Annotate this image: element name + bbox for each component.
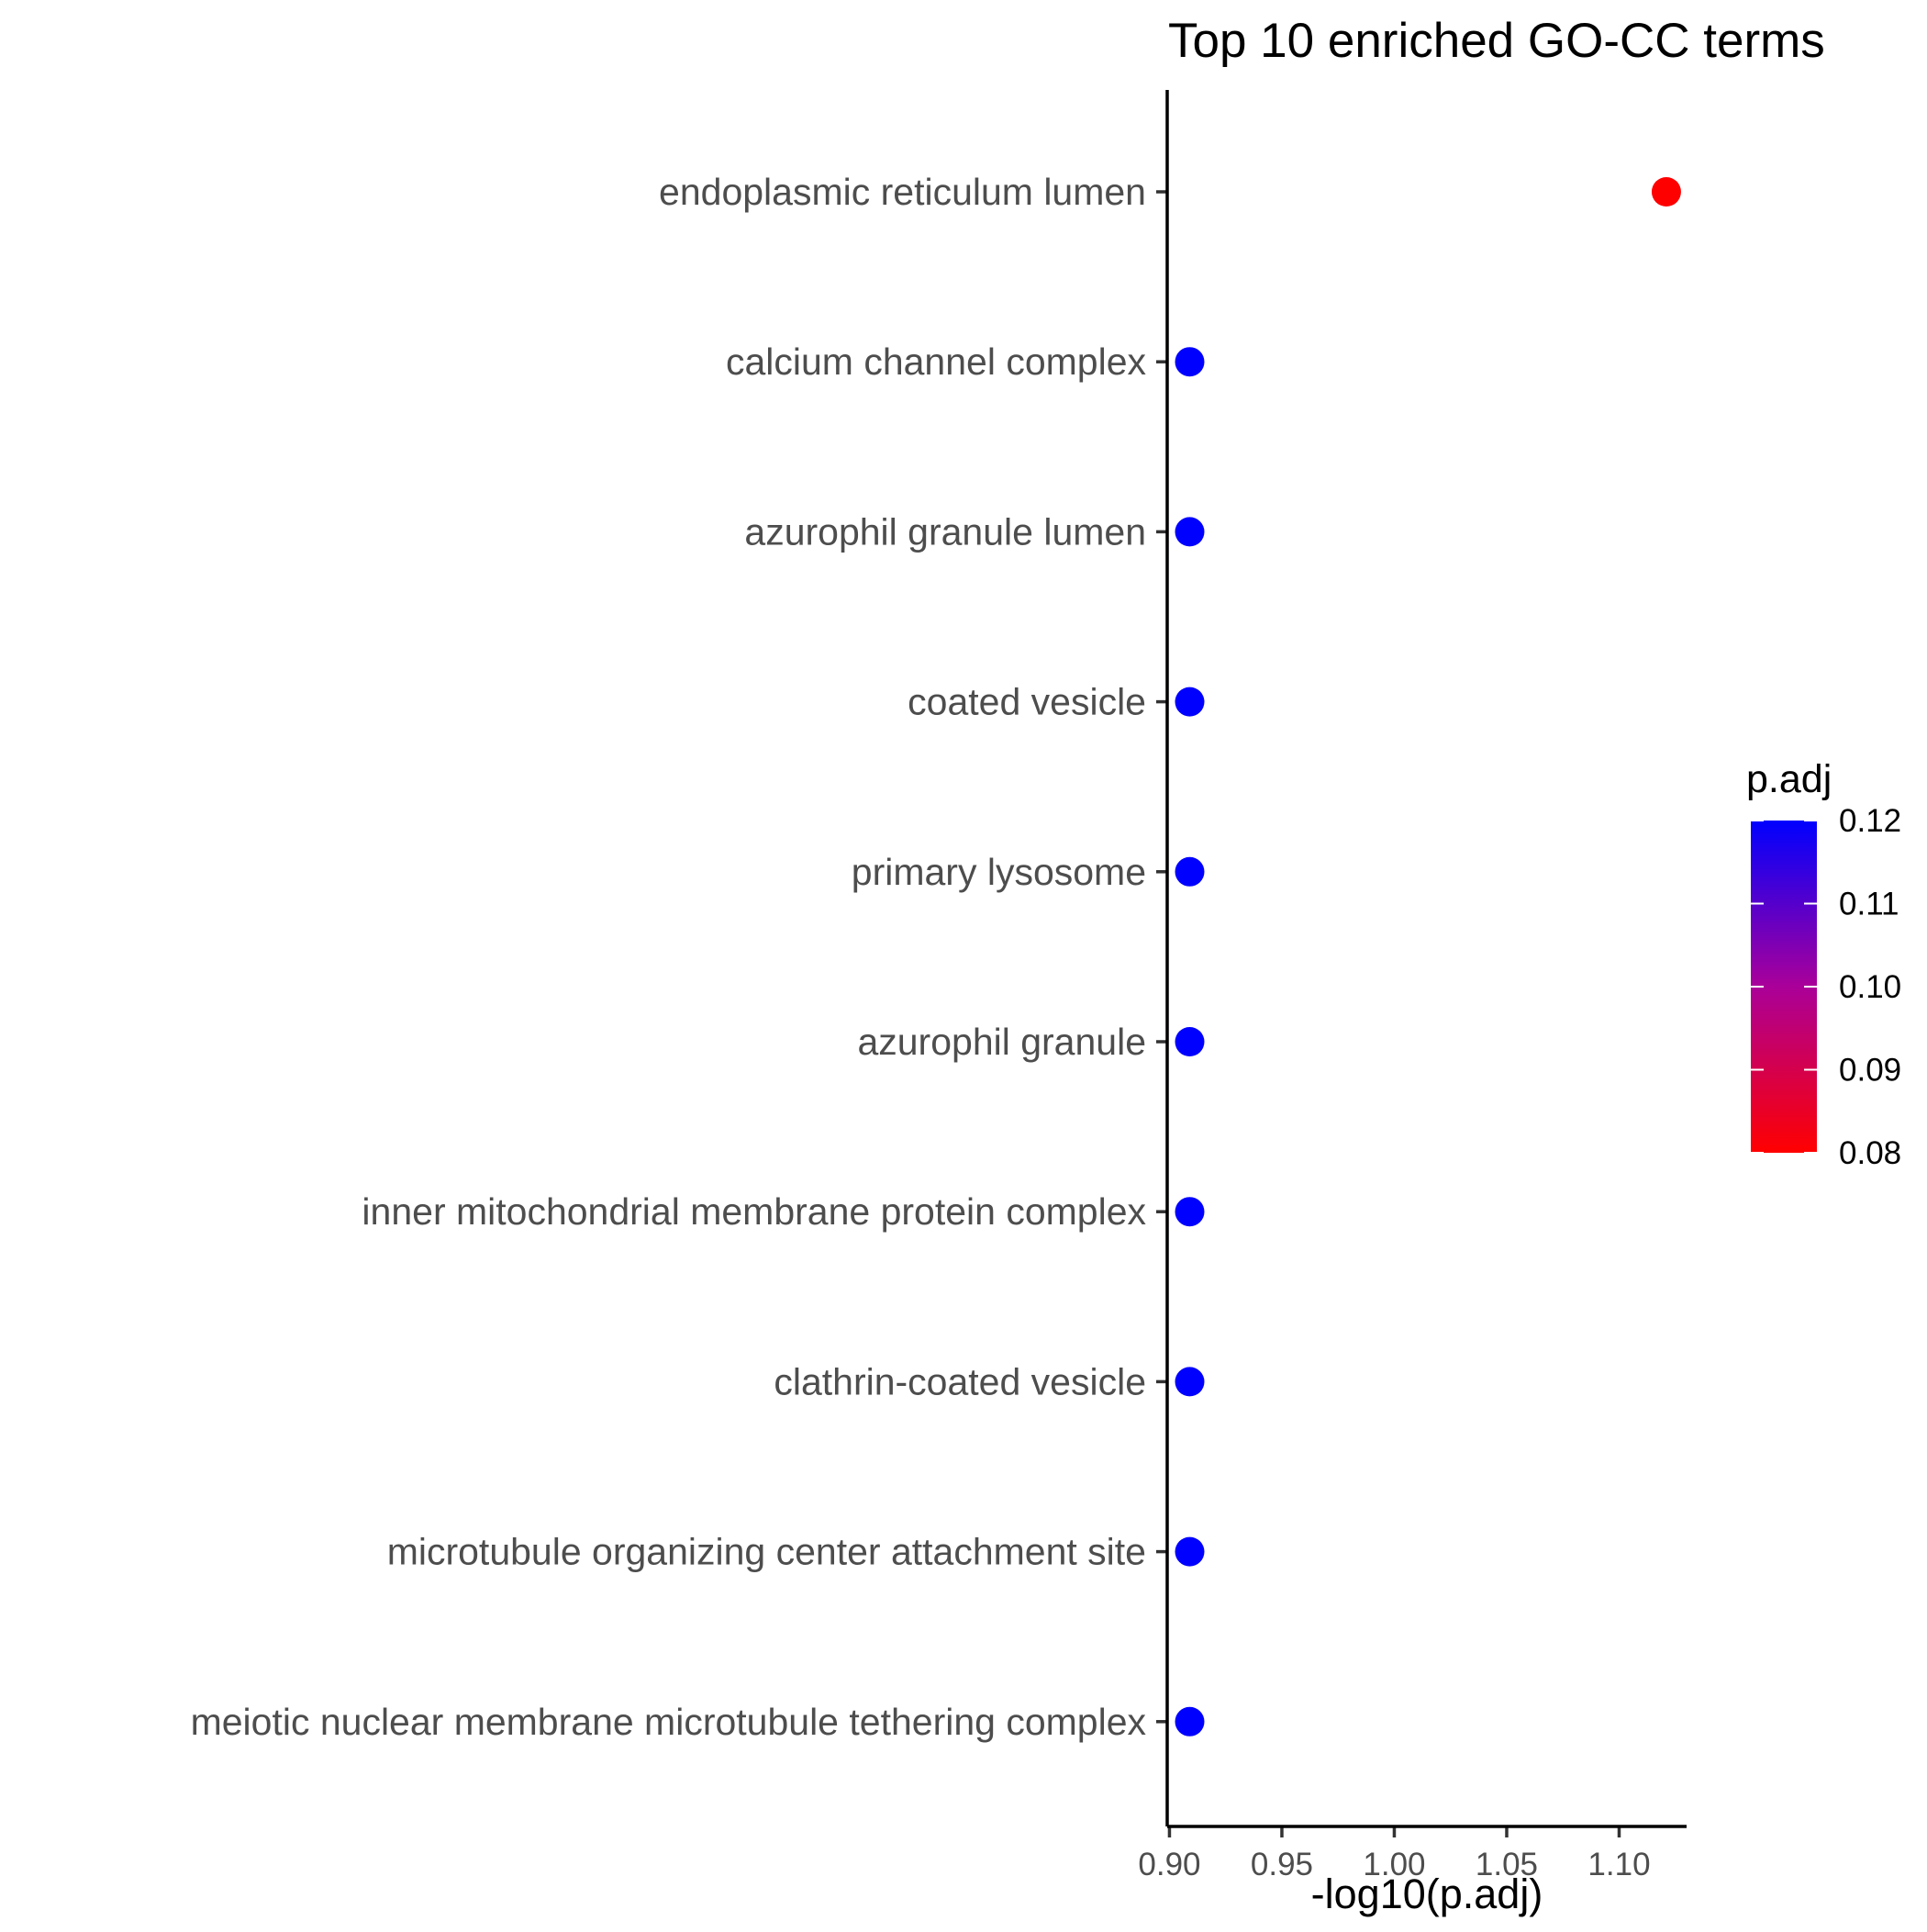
chart-title: Top 10 enriched GO-CC terms (1168, 14, 1825, 68)
data-point (1175, 687, 1205, 717)
x-tick-label: 0.95 (1251, 1847, 1313, 1882)
x-tick-label: 0.90 (1138, 1847, 1200, 1882)
y-axis-labels: endoplasmic reticulum lumen calcium chann… (191, 171, 1147, 1743)
legend-tick-label: 0.11 (1839, 887, 1899, 922)
y-tick-label: inner mitochondrial membrane protein com… (362, 1190, 1146, 1233)
data-points (1175, 177, 1681, 1737)
y-tick-label: calcium channel complex (726, 341, 1147, 383)
y-tick-label: coated vesicle (908, 681, 1146, 723)
data-point (1175, 856, 1205, 887)
x-axis-tick-labels: 0.90 0.95 1.00 1.05 1.10 (1138, 1847, 1650, 1882)
data-point (1175, 1197, 1205, 1227)
x-axis-title: -log10(p.adj) (1311, 1871, 1543, 1917)
legend-title: p.adj (1746, 757, 1832, 801)
data-point (1175, 1706, 1205, 1737)
y-tick-label: clathrin-coated vesicle (774, 1360, 1146, 1402)
legend-tick-label: 0.08 (1839, 1135, 1901, 1171)
y-tick-label: meiotic nuclear membrane microtubule tet… (191, 1701, 1147, 1743)
x-tick-label: 1.10 (1587, 1847, 1650, 1882)
x-tick-label: 1.00 (1363, 1847, 1425, 1882)
y-axis-ticks (1156, 190, 1167, 1724)
y-tick-label: endoplasmic reticulum lumen (659, 171, 1146, 213)
legend-ticks (1751, 820, 1817, 1154)
data-point (1175, 347, 1205, 377)
legend-tick-label: 0.12 (1839, 803, 1901, 839)
legend-tick-label: 0.10 (1839, 969, 1901, 1005)
data-point (1175, 1536, 1205, 1567)
legend-labels: 0.12 0.11 0.10 0.09 0.08 (1839, 803, 1901, 1171)
y-tick-label: primary lysosome (852, 851, 1146, 893)
y-tick-label: microtubule organizing center attachment… (387, 1531, 1146, 1573)
y-tick-label: azurophil granule lumen (744, 510, 1146, 553)
data-point (1175, 1027, 1205, 1056)
y-tick-label: azurophil granule (857, 1021, 1146, 1063)
x-axis-ticks (1167, 1826, 1621, 1837)
x-tick-label: 1.05 (1476, 1847, 1538, 1882)
legend-tick-label: 0.09 (1839, 1053, 1901, 1089)
data-point (1651, 177, 1681, 207)
data-point (1175, 1367, 1205, 1397)
data-point (1175, 517, 1205, 547)
color-legend: p.adj 0.12 0.11 0.10 0.09 0.08 (1746, 757, 1901, 1171)
